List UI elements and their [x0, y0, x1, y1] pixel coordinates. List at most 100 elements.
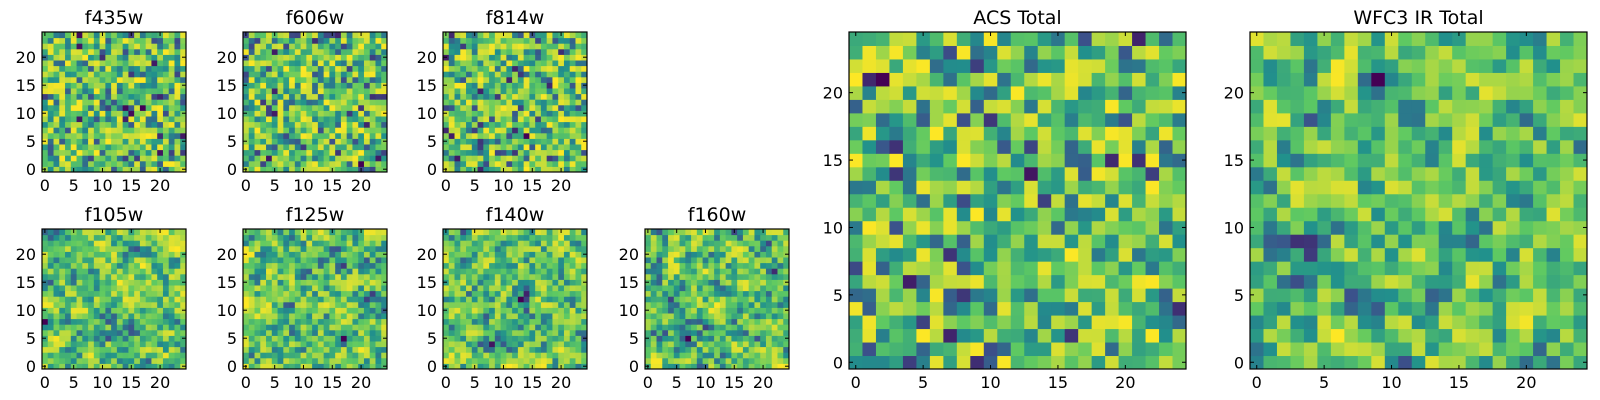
- heatmap-cell: [523, 43, 530, 50]
- heatmap-cell: [443, 104, 450, 111]
- heatmap-cell: [105, 155, 112, 162]
- heatmap-cell: [943, 207, 958, 222]
- heatmap-cell: [168, 93, 175, 100]
- heatmap-cell: [563, 99, 571, 106]
- heatmap-cell: [243, 60, 250, 67]
- heatmap-cell: [471, 43, 479, 50]
- heatmap-cell: [748, 285, 755, 292]
- heatmap-cell: [70, 93, 78, 100]
- heatmap-cell: [312, 324, 319, 331]
- heatmap-cell: [358, 285, 365, 292]
- heatmap-cell: [369, 262, 376, 269]
- heatmap-cell: [76, 71, 83, 78]
- heatmap-cell: [306, 324, 313, 331]
- heatmap-cell: [300, 257, 307, 264]
- heatmap-cell: [59, 149, 66, 156]
- heatmap-cell: [902, 207, 917, 222]
- heatmap-cell: [540, 363, 548, 370]
- y-tick-label: 20: [417, 48, 437, 67]
- heatmap-cell: [443, 132, 450, 139]
- heatmap-cell: [294, 290, 302, 297]
- heatmap-cell: [53, 104, 60, 111]
- heatmap-cell: [575, 234, 582, 241]
- heatmap-cell: [283, 357, 290, 364]
- heatmap-cell: [471, 60, 479, 67]
- heatmap-cell: [254, 329, 261, 336]
- heatmap-cell: [471, 257, 479, 264]
- heatmap-cell: [443, 144, 450, 151]
- heatmap-cell: [783, 296, 790, 303]
- heatmap-cell: [563, 48, 571, 55]
- heatmap-cell: [563, 166, 571, 173]
- heatmap-cell: [563, 290, 571, 297]
- heatmap-cell: [477, 138, 484, 145]
- heatmap-cell: [777, 341, 784, 348]
- heatmap-cell: [552, 257, 559, 264]
- heatmap-cell: [546, 318, 553, 325]
- heatmap-cell: [157, 60, 164, 67]
- heatmap-cell: [59, 127, 66, 134]
- heatmap-cell: [725, 324, 732, 331]
- heatmap-cell: [489, 116, 496, 123]
- heatmap-cell: [673, 329, 681, 336]
- heatmap-cell: [65, 127, 72, 134]
- heatmap-cell: [243, 273, 250, 280]
- heatmap-cell: [719, 285, 727, 292]
- heatmap-cell: [517, 251, 525, 258]
- heatmap-cell: [558, 82, 565, 89]
- heatmap-cell: [777, 324, 784, 331]
- heatmap-cell: [300, 65, 307, 72]
- heatmap-cell: [105, 65, 112, 72]
- heatmap-cell: [294, 251, 302, 258]
- heatmap-cell: [93, 32, 101, 39]
- x-tick-label: 20: [551, 176, 571, 195]
- heatmap-cell: [134, 132, 141, 139]
- heatmap-cell: [902, 342, 917, 357]
- heatmap-cell: [546, 301, 553, 308]
- heatmap-cell: [277, 324, 284, 331]
- heatmap-cell: [174, 60, 181, 67]
- heatmap-cell: [1145, 261, 1160, 276]
- heatmap-cell: [300, 290, 307, 297]
- heatmap-cell: [352, 296, 359, 303]
- heatmap-cell: [581, 43, 588, 50]
- heatmap-cell: [312, 229, 319, 236]
- heatmap-cell: [1172, 328, 1187, 343]
- heatmap-cell: [93, 234, 101, 241]
- heatmap-cell: [151, 32, 158, 39]
- heatmap-cell: [134, 307, 141, 314]
- heatmap-cell: [523, 240, 530, 247]
- heatmap-cell: [363, 273, 371, 280]
- heatmap-cell: [535, 346, 542, 353]
- heatmap-cell: [714, 268, 721, 275]
- heatmap-cell: [523, 65, 530, 72]
- heatmap-cell: [139, 71, 147, 78]
- heatmap-cell: [139, 43, 147, 50]
- heatmap-cell: [180, 160, 187, 167]
- heatmap-cell: [668, 285, 675, 292]
- heatmap-cell: [1064, 207, 1079, 222]
- heatmap-cell: [569, 54, 576, 61]
- heatmap-cell: [725, 329, 732, 336]
- heatmap-cell: [754, 341, 761, 348]
- heatmap-cell: [575, 138, 582, 145]
- heatmap-cell: [765, 245, 773, 252]
- heatmap-cell: [448, 324, 456, 331]
- heatmap-cell: [714, 352, 721, 359]
- heatmap-cell: [742, 279, 750, 286]
- heatmap-cell: [691, 285, 698, 292]
- heatmap-cell: [679, 307, 686, 314]
- heatmap-cell: [1010, 342, 1025, 357]
- heatmap-cell: [243, 37, 250, 44]
- heatmap-cell: [783, 318, 790, 325]
- heatmap-cell: [145, 301, 152, 308]
- heatmap-cell: [546, 257, 553, 264]
- heatmap-cell: [466, 160, 473, 167]
- heatmap-cell: [650, 234, 658, 241]
- heatmap-cell: [116, 76, 124, 83]
- y-tick-label: 20: [217, 245, 237, 264]
- heatmap-cell: [529, 279, 536, 286]
- heatmap-cell: [494, 48, 502, 55]
- heatmap-cell: [82, 99, 89, 106]
- heatmap-cell: [358, 99, 365, 106]
